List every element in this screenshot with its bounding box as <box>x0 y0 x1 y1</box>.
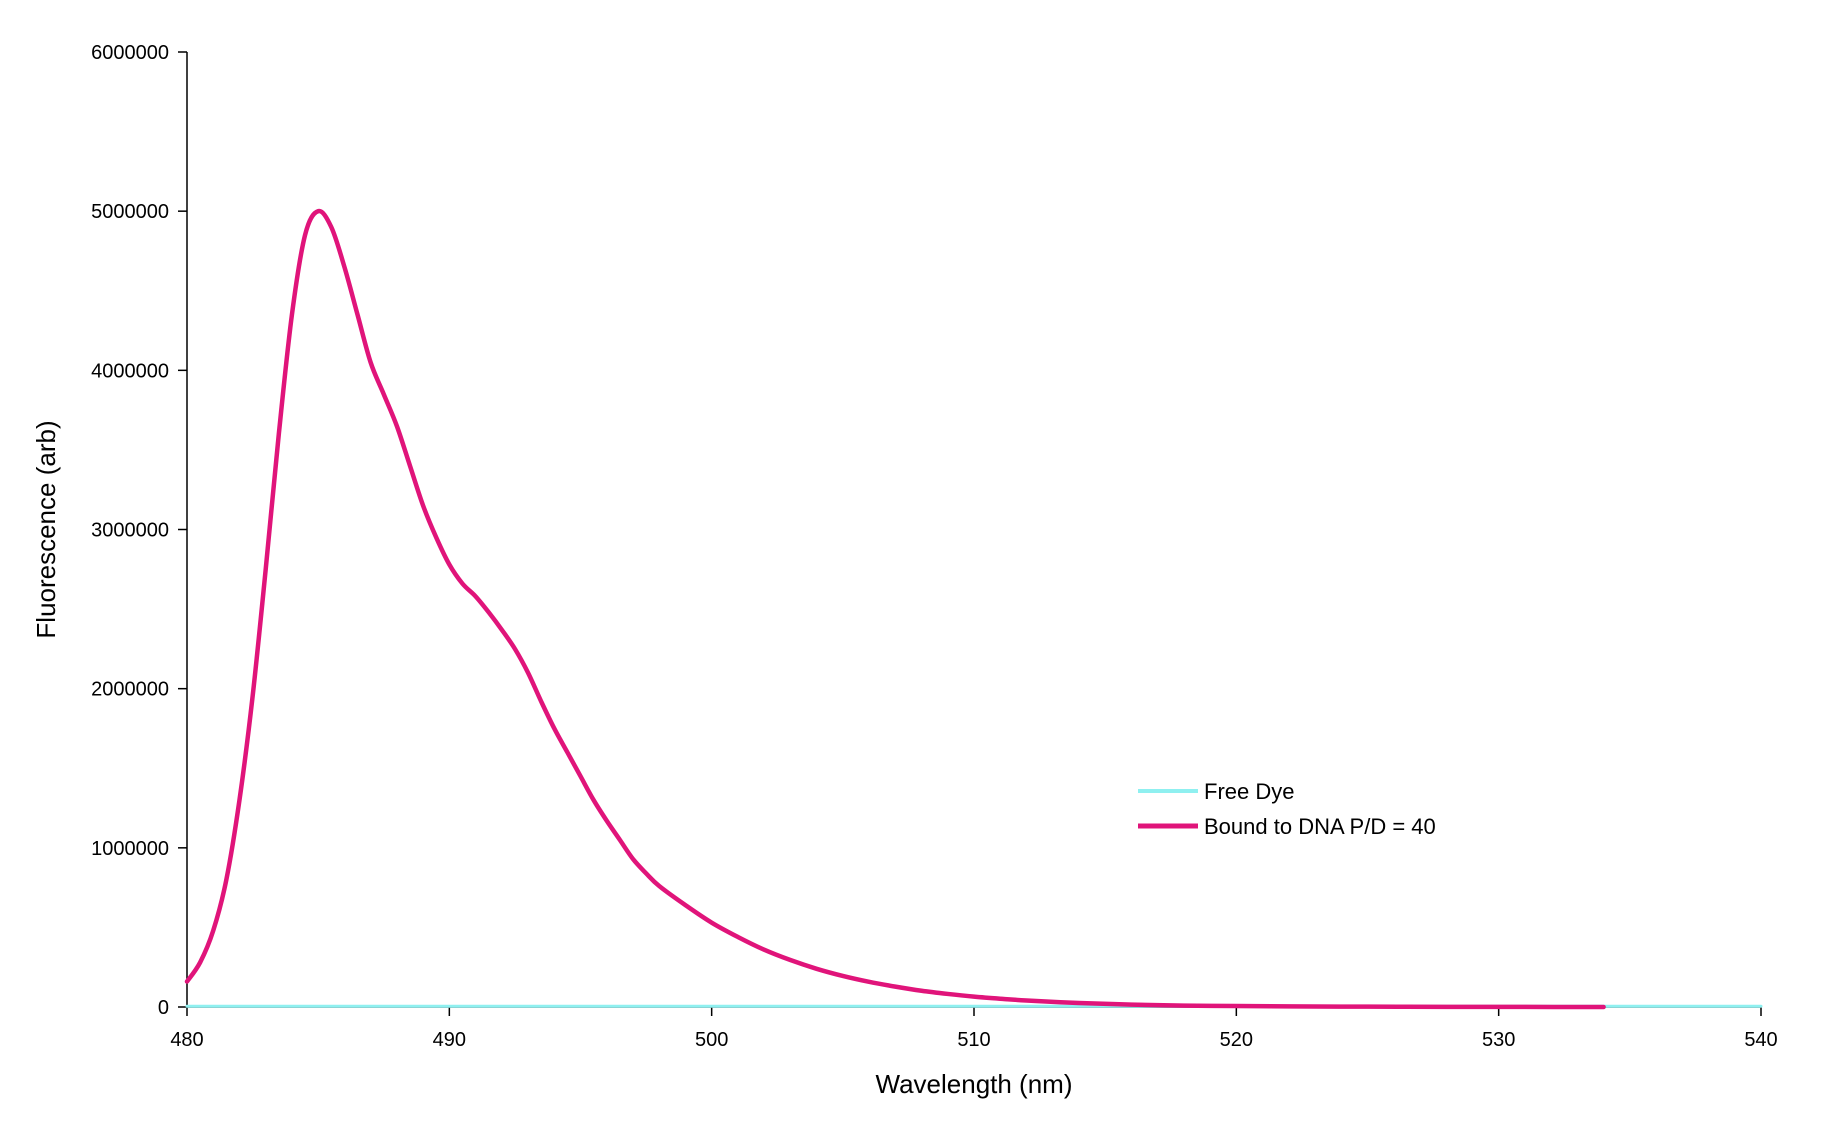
y-tick-label: 4000000 <box>91 360 169 382</box>
legend: Free Dye Bound to DNA P/D = 40 <box>1138 779 1436 839</box>
x-tick-label: 530 <box>1482 1029 1515 1051</box>
x-tick-label: 480 <box>170 1029 203 1051</box>
y-tick-label: 0 <box>158 997 169 1019</box>
legend-label-0: Free Dye <box>1204 779 1294 804</box>
x-tick-label: 520 <box>1220 1029 1253 1051</box>
y-axis-title: Fluorescence (arb) <box>31 420 61 638</box>
y-tick-label: 3000000 <box>91 520 169 542</box>
x-tick-label: 490 <box>433 1029 466 1051</box>
y-tick-label: 2000000 <box>91 679 169 701</box>
y-axis-ticks: 0 1000000 2000000 3000000 4000000 5000000 6000… <box>91 42 187 1019</box>
series-line-1 <box>184 208 1606 1010</box>
x-tick-label: 500 <box>695 1029 728 1051</box>
y-tick-label: 6000000 <box>91 42 169 64</box>
x-tick-label: 510 <box>957 1029 990 1051</box>
series-layer <box>184 208 1763 1010</box>
y-tick-label: 1000000 <box>91 838 169 860</box>
axes: 480 490 500 510 520 530 540 0 1000000 2000000 300… <box>31 42 1778 1099</box>
legend-label-1: Bound to DNA P/D = 40 <box>1204 814 1436 839</box>
x-axis-ticks: 480 490 500 510 520 530 540 <box>170 1007 1778 1051</box>
y-tick-label: 5000000 <box>91 201 169 223</box>
x-axis-title: Wavelength (nm) <box>876 1069 1073 1099</box>
x-tick-label: 540 <box>1744 1029 1777 1051</box>
